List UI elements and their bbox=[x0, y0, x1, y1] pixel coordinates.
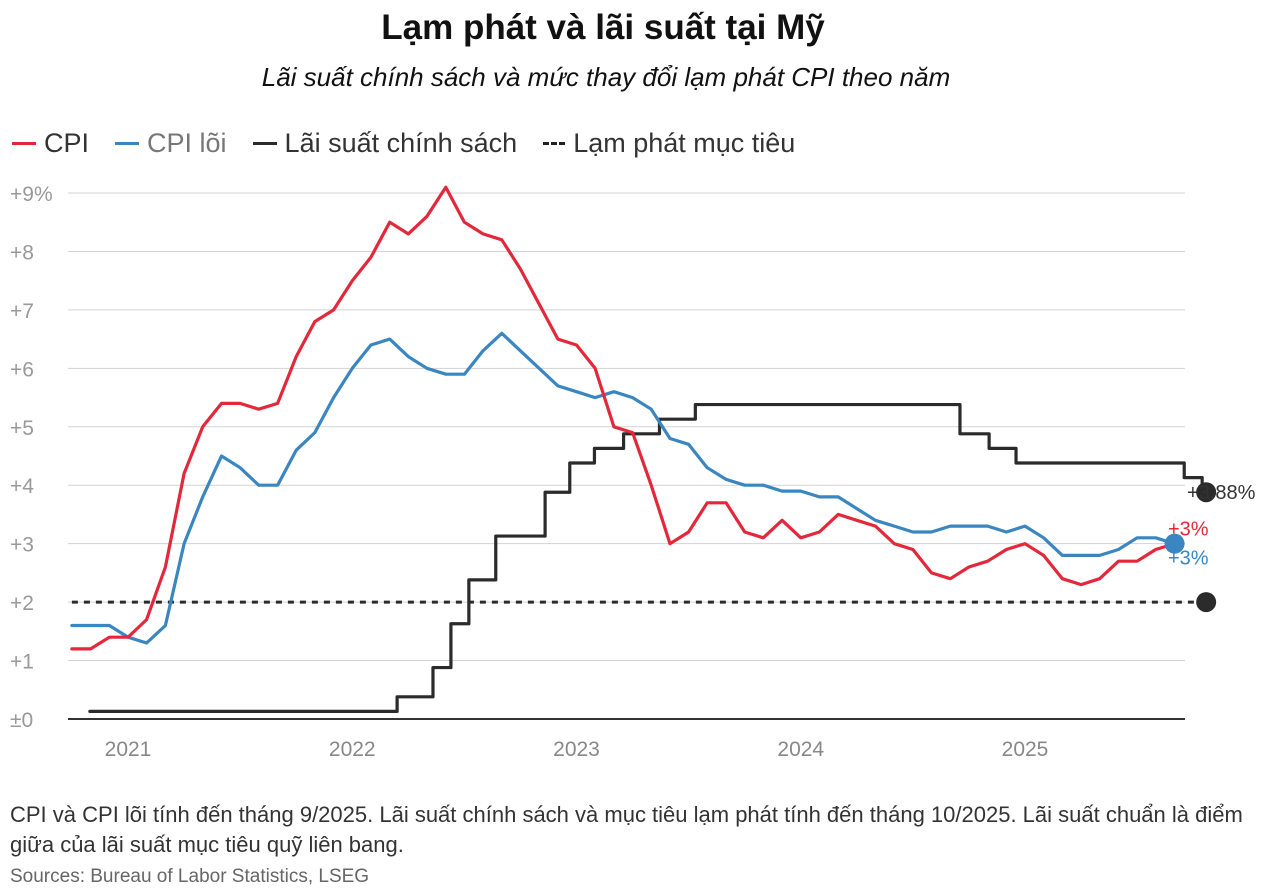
x-tick-label: 2023 bbox=[553, 738, 600, 761]
y-tick-label: +4 bbox=[10, 475, 34, 498]
series-core-cpi-line bbox=[70, 331, 1177, 645]
footnote: CPI và CPI lõi tính đến tháng 9/2025. Lã… bbox=[10, 802, 1243, 857]
x-tick-label: 2024 bbox=[777, 738, 824, 761]
legend-swatch-core-cpi bbox=[115, 142, 140, 145]
legend-item-core-cpi: CPI lõi bbox=[115, 128, 227, 159]
legend-swatch-policy-rate bbox=[252, 142, 277, 145]
legend: CPI CPI lõi Lãi suất chính sách Lạm phát… bbox=[12, 128, 821, 159]
x-tick-label: 2021 bbox=[105, 738, 152, 761]
y-tick-label: ±0 bbox=[10, 709, 33, 732]
legend-label-core-cpi: CPI lõi bbox=[147, 128, 227, 158]
legend-label-cpi: CPI bbox=[44, 128, 90, 158]
x-tick-label: 2022 bbox=[329, 738, 376, 761]
x-tick-label: 2025 bbox=[1002, 738, 1049, 761]
chart-subtitle: Lãi suất chính sách và mức thay đổi lạm … bbox=[261, 62, 951, 92]
line-chart: ±0 +1 +2 +3 +4 +5 +6 +7 +8 +9% 2021 2022 2023 2024 202… bbox=[10, 183, 1256, 761]
y-tick-label: +9% bbox=[10, 183, 53, 206]
core-cpi-end-label: +3% bbox=[1168, 548, 1209, 570]
y-tick-label: +7 bbox=[10, 300, 34, 323]
inflation-target-end-marker bbox=[1196, 592, 1217, 613]
legend-item-policy-rate: Lãi suất chính sách bbox=[252, 128, 518, 159]
source-line: Sources: Bureau of Labor Statistics, LSE… bbox=[10, 866, 370, 887]
legend-label-policy-rate: Lãi suất chính sách bbox=[284, 128, 518, 158]
series-cpi-line bbox=[70, 185, 1177, 651]
y-tick-label: +6 bbox=[10, 358, 34, 381]
legend-label-inflation-target: Lạm phát mục tiêu bbox=[573, 128, 796, 158]
legend-swatch-cpi bbox=[12, 142, 36, 145]
legend-swatch-inflation-target bbox=[543, 142, 566, 145]
y-tick-label: +5 bbox=[10, 417, 34, 440]
series-policy-rate-line bbox=[88, 402, 1204, 714]
y-tick-label: +1 bbox=[10, 651, 34, 674]
y-tick-label: +2 bbox=[10, 592, 34, 615]
core-cpi-end-marker bbox=[1164, 533, 1185, 554]
policy-rate-end-marker bbox=[1196, 482, 1217, 503]
y-tick-label: +3 bbox=[10, 534, 34, 557]
y-tick-label: +8 bbox=[10, 241, 34, 264]
chart-title: Lạm phát và lãi suất tại Mỹ bbox=[381, 8, 825, 47]
legend-item-inflation-target: Lạm phát mục tiêu bbox=[543, 128, 795, 159]
legend-item-cpi: CPI bbox=[12, 128, 89, 159]
cpi-end-label: +3% bbox=[1168, 519, 1209, 541]
policy-rate-end-label: +3.88% bbox=[1187, 482, 1256, 504]
